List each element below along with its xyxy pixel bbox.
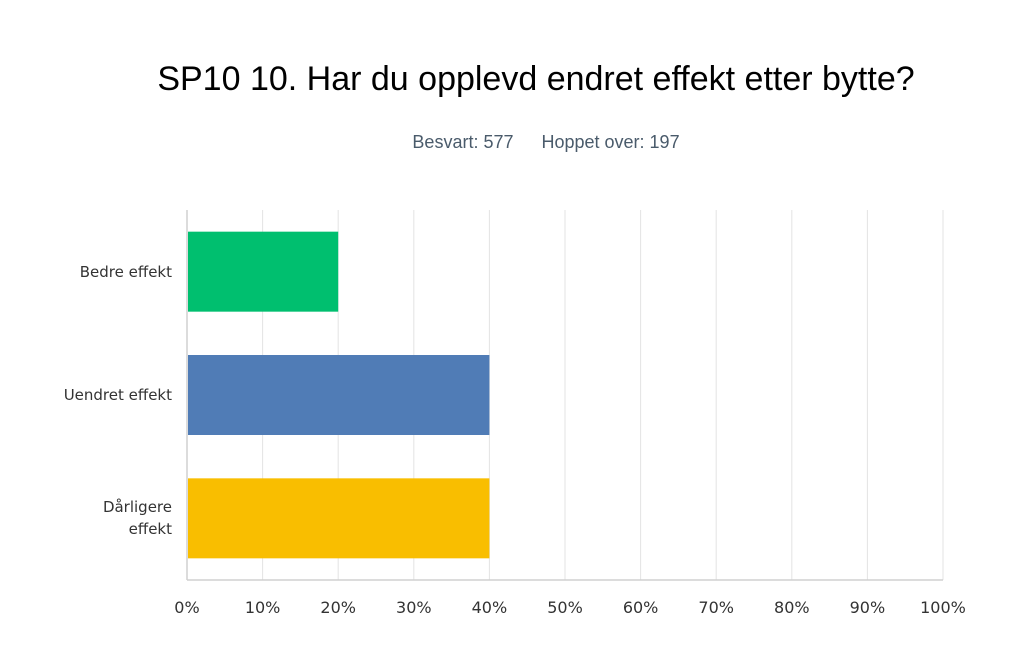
category-label-line: Uendret effekt <box>63 386 172 404</box>
bar <box>188 355 490 435</box>
answered-count: Besvart: 577 <box>412 132 514 152</box>
category-label: Bedre effekt <box>20 261 172 283</box>
chart-title: SP10 10. Har du opplevd endret effekt et… <box>157 60 915 98</box>
category-label: Dårligere effekt <box>20 496 172 540</box>
category-label-line: effekt <box>128 520 172 539</box>
x-tick-label: 50% <box>547 598 583 617</box>
category-label-line: Dårligere <box>102 498 172 517</box>
category-label-line: Bedre effekt <box>79 262 172 281</box>
bar <box>188 231 339 312</box>
x-tick-label: 60% <box>623 598 659 617</box>
x-tick-label: 20% <box>320 598 356 617</box>
x-tick-label: 30% <box>396 598 432 617</box>
bar <box>188 478 490 559</box>
x-tick-label: 80% <box>774 598 810 617</box>
x-tick-label: 90% <box>850 598 886 617</box>
x-tick-label: 70% <box>698 598 734 617</box>
skipped-count: Hoppet over: 197 <box>541 132 680 152</box>
response-stats: Besvart: 577 Hoppet over: 197 <box>0 132 1024 153</box>
x-tick-label: 100% <box>920 598 966 617</box>
x-tick-label: 0% <box>174 598 199 617</box>
x-tick-label: 40% <box>472 598 508 617</box>
category-label: Uendret effekt <box>20 384 172 406</box>
x-tick-label: 10% <box>245 598 281 617</box>
